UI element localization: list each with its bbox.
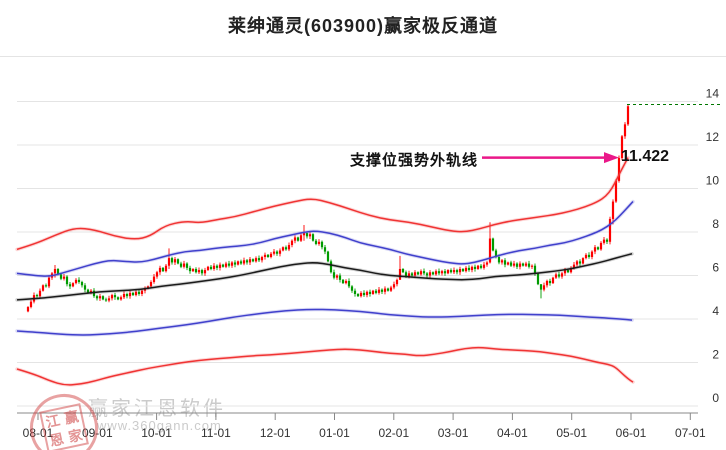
chart-title: 莱绅通灵(603900)赢家极反通道 — [227, 16, 499, 36]
outer-lower-rail-line — [16, 346, 634, 386]
svg-text:05-01: 05-01 — [556, 426, 587, 440]
svg-text:14: 14 — [706, 87, 720, 101]
channel-lines-layer — [15, 155, 635, 387]
svg-text:06-01: 06-01 — [616, 426, 647, 440]
outer-lower-rail-line-halo — [15, 345, 635, 387]
annotation-arrow — [482, 152, 619, 164]
svg-text:12-01: 12-01 — [260, 426, 291, 440]
mid-rail-line — [16, 253, 633, 301]
inner-upper-rail-line — [16, 201, 634, 277]
support-line-annotation-label: 支撑位强势外轨线 — [349, 152, 478, 169]
svg-text:08-01: 08-01 — [23, 426, 54, 440]
outer-upper-rail-line-halo — [15, 155, 630, 252]
svg-text:03-01: 03-01 — [438, 426, 469, 440]
svg-text:4: 4 — [712, 304, 719, 318]
stamp-char: 家 — [66, 426, 84, 445]
support-line-annotation-value: 11.422 — [621, 148, 670, 165]
svg-text:10: 10 — [706, 174, 720, 188]
svg-text:8: 8 — [712, 217, 719, 231]
title-separator — [0, 56, 726, 57]
svg-text:07-01: 07-01 — [675, 426, 706, 440]
grid-layer: 14 12 10 8 6 4 2 0 — [17, 87, 719, 407]
svg-text:04-01: 04-01 — [497, 426, 528, 440]
brand-stamp-characters: 江 赢 恩 家 — [39, 403, 89, 450]
svg-text:2: 2 — [712, 348, 719, 362]
inner-lower-rail-line-halo — [15, 307, 634, 337]
svg-text:02-01: 02-01 — [378, 426, 409, 440]
x-axis-layer: 08-01 09-01 10-01 11-01 12-01 01-01 02-01 03-01… — [17, 412, 706, 440]
svg-text:12: 12 — [706, 130, 720, 144]
watermark-url: www.360gann.com — [97, 418, 222, 433]
svg-text:01-01: 01-01 — [319, 426, 350, 440]
svg-text:11-01: 11-01 — [201, 426, 231, 440]
outer-upper-rail-line — [16, 157, 629, 251]
svg-text:0: 0 — [712, 391, 719, 405]
inner-lower-rail-line — [16, 308, 633, 336]
candles-layer — [26, 104, 630, 313]
watermark-brand: 赢家江恩软件 — [88, 398, 226, 420]
svg-text:10-01: 10-01 — [141, 426, 172, 440]
svg-text:09-01: 09-01 — [82, 426, 113, 440]
svg-text:6: 6 — [712, 261, 719, 275]
